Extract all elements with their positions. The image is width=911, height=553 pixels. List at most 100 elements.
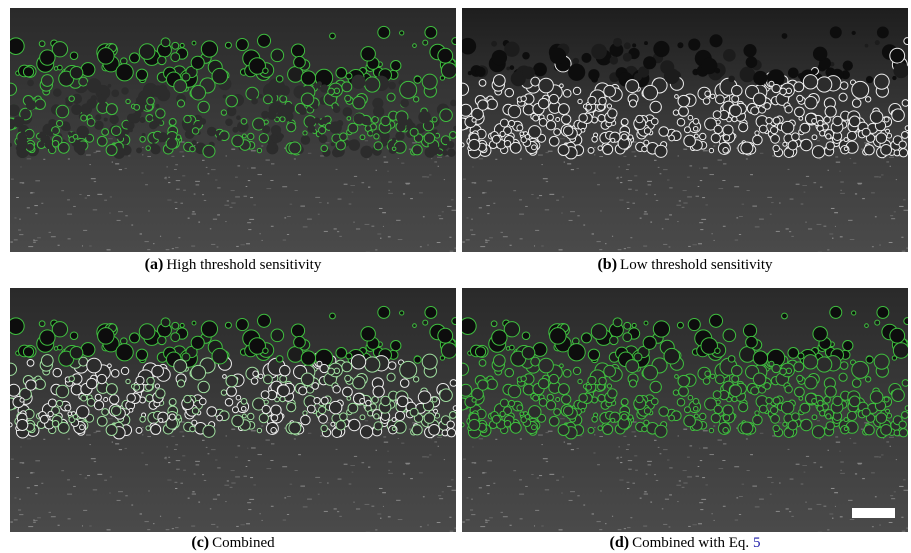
bubble <box>264 95 273 104</box>
texture <box>894 491 896 492</box>
texture <box>240 244 245 245</box>
texture <box>543 458 548 459</box>
texture <box>82 525 83 526</box>
bubble <box>884 117 889 122</box>
bubble <box>151 424 161 434</box>
bubble <box>102 129 109 136</box>
bubble <box>710 94 714 98</box>
texture <box>215 459 217 460</box>
bubble <box>248 133 254 139</box>
texture <box>537 478 539 479</box>
texture <box>450 531 454 532</box>
bubble <box>253 91 259 97</box>
bubble <box>192 420 197 425</box>
bubble <box>345 95 351 101</box>
texture <box>94 461 96 462</box>
bubble <box>26 380 36 390</box>
texture <box>318 494 320 495</box>
texture <box>259 513 261 514</box>
texture <box>485 522 488 523</box>
texture <box>801 484 804 485</box>
texture <box>828 450 829 451</box>
bubble <box>751 107 759 115</box>
bubble <box>39 321 45 327</box>
bubble <box>68 412 72 416</box>
bubble <box>10 38 24 55</box>
texture <box>97 194 102 195</box>
texture <box>215 179 217 180</box>
bubble <box>521 376 526 381</box>
texture <box>93 152 96 153</box>
texture <box>246 466 248 467</box>
texture <box>307 499 312 500</box>
bubble <box>794 82 804 92</box>
texture <box>687 476 692 477</box>
bubble <box>192 41 196 45</box>
bubble <box>258 94 262 98</box>
texture <box>770 214 772 215</box>
texture <box>560 418 565 419</box>
bubble <box>192 128 199 135</box>
texture <box>571 169 574 170</box>
texture <box>702 197 705 198</box>
texture <box>479 487 482 488</box>
texture <box>599 436 603 437</box>
texture <box>128 155 130 156</box>
bubble <box>493 75 505 87</box>
bubble <box>865 97 870 102</box>
bubble <box>360 415 365 420</box>
bubble <box>106 145 117 156</box>
texture <box>365 140 368 141</box>
bubble <box>412 145 422 155</box>
texture <box>760 433 764 434</box>
bubble <box>340 133 348 141</box>
texture <box>93 489 97 490</box>
bubble <box>773 117 780 124</box>
bubble <box>146 426 150 430</box>
equation-reference[interactable]: 5 <box>753 535 761 551</box>
bubble <box>608 389 617 398</box>
texture <box>10 522 12 523</box>
texture <box>61 470 64 471</box>
texture <box>853 443 856 444</box>
texture <box>110 196 112 197</box>
texture <box>35 493 37 494</box>
texture <box>556 480 559 481</box>
texture <box>89 525 91 526</box>
texture <box>175 208 177 209</box>
texture <box>172 528 174 529</box>
texture <box>403 193 405 194</box>
texture <box>142 434 143 435</box>
bubble <box>271 147 277 153</box>
bubble <box>116 344 133 361</box>
texture <box>375 529 377 530</box>
texture <box>398 239 403 240</box>
texture <box>93 432 96 433</box>
texture <box>879 177 881 178</box>
texture <box>619 480 623 481</box>
bubble <box>52 420 58 426</box>
texture <box>525 486 528 487</box>
bubble <box>52 140 58 146</box>
texture <box>384 162 388 163</box>
bubble <box>890 48 905 63</box>
bubble <box>392 427 396 431</box>
bubble <box>673 390 678 395</box>
texture <box>703 430 708 431</box>
bubble <box>278 105 290 117</box>
texture <box>600 210 601 211</box>
bubble <box>336 348 347 359</box>
texture <box>618 446 620 447</box>
texture <box>646 474 648 475</box>
bubble <box>833 116 842 125</box>
bubble <box>140 417 146 423</box>
bubble <box>472 398 476 402</box>
bubble <box>792 133 800 141</box>
bubble <box>805 376 817 388</box>
bubble <box>562 115 571 124</box>
texture <box>640 218 642 219</box>
bubble <box>340 413 348 421</box>
bubble <box>840 82 848 90</box>
texture <box>160 516 161 517</box>
bubble <box>785 386 792 393</box>
